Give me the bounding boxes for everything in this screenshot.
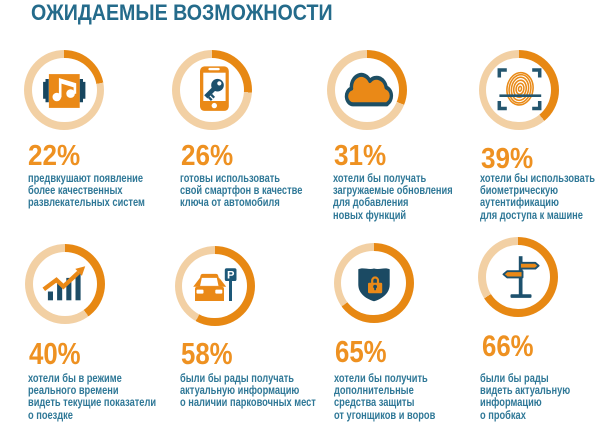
- svg-text:P: P: [226, 269, 234, 281]
